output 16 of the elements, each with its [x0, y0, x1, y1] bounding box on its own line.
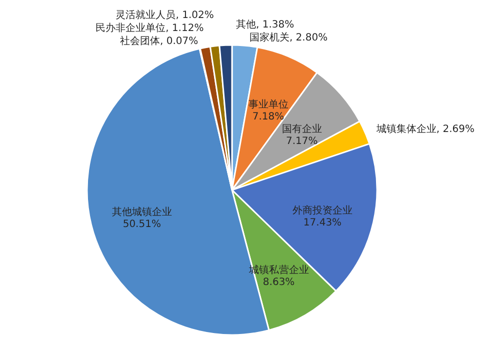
slice-label: 国家机关, 2.80% [249, 32, 328, 44]
slice-label: 其他, 1.38% [236, 18, 294, 31]
slice-label: 城镇私营企业 [248, 264, 309, 276]
data-label: 7.18% [252, 112, 284, 123]
slice-label: 事业单位 [248, 98, 288, 111]
slice-label: 社会团体, 0.07% [120, 34, 198, 47]
data-label: 17.43% [303, 218, 342, 229]
slice-label: 外商投资企业 [292, 204, 352, 217]
slice-label: 其他城镇企业 [112, 206, 172, 218]
data-label: 50.51% [122, 219, 161, 230]
data-label: 8.63% [262, 277, 295, 288]
slice-label: 城镇集体企业, 2.69% [375, 123, 475, 136]
slice-label: 国有企业 [282, 122, 322, 135]
data-label: 7.17% [286, 136, 318, 147]
slice-label: 民办非企业单位, 1.12% [96, 22, 204, 34]
slice-label: 灵活就业人员, 1.02% [116, 8, 214, 21]
